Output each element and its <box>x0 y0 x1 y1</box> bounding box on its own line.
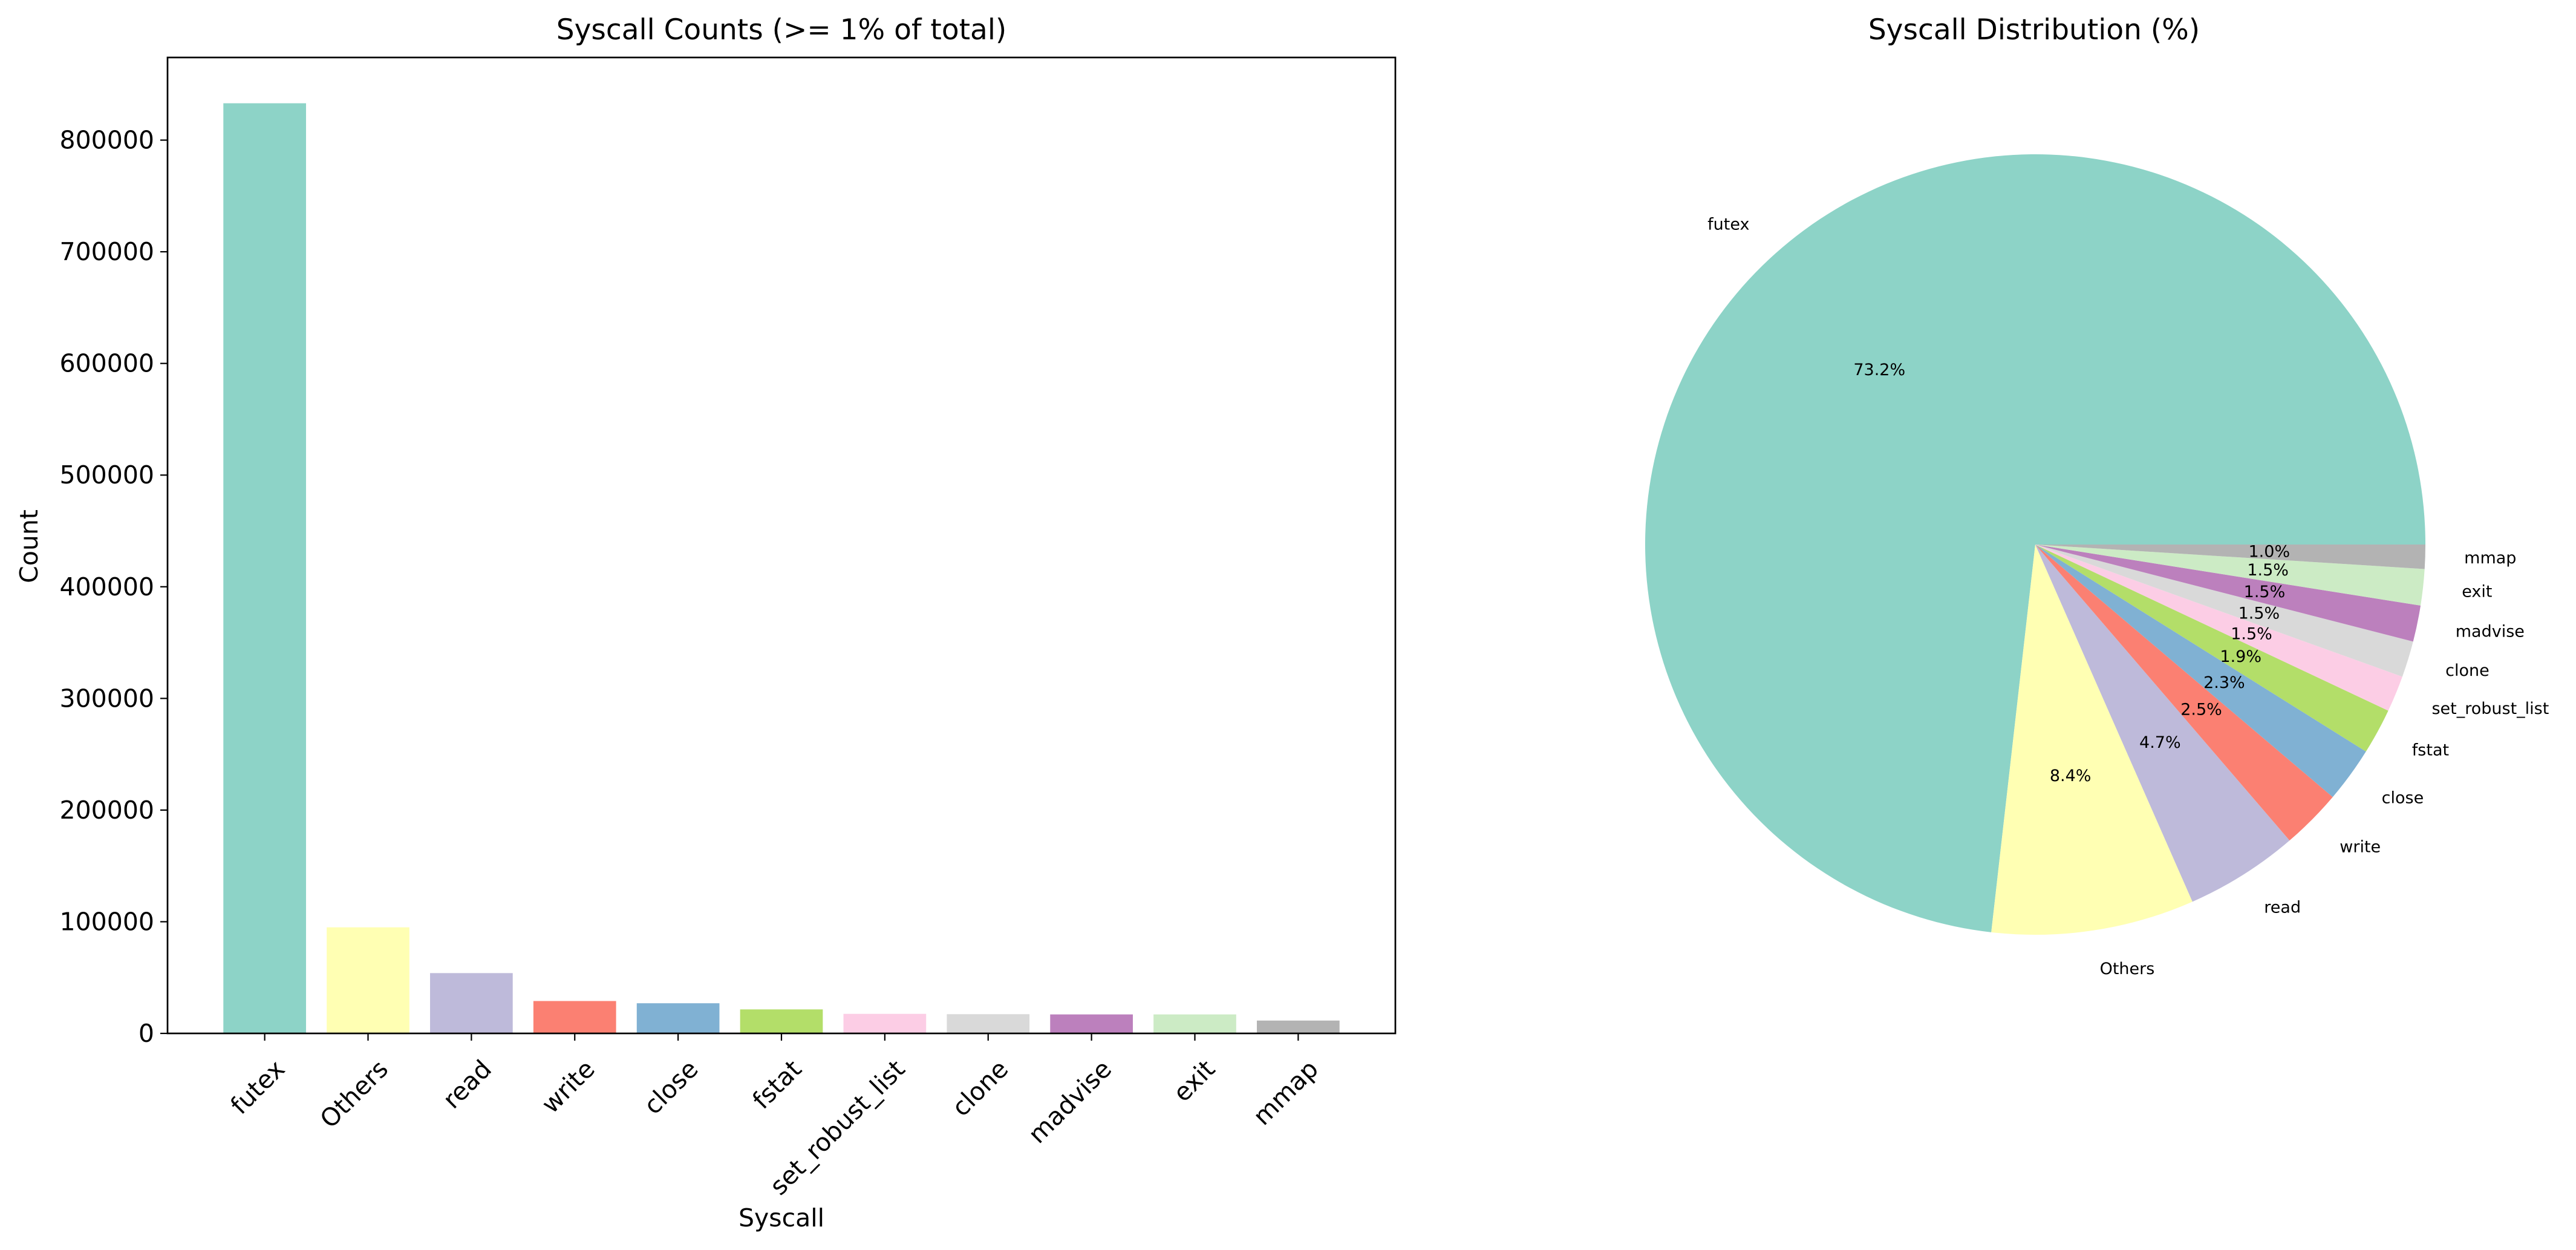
pie-slice-close <box>2035 545 2366 797</box>
pie-pct-write: 2.5% <box>2180 700 2222 719</box>
x-tick-label-fstat: fstat <box>747 1055 807 1115</box>
pie-slice-fstat <box>2035 545 2389 752</box>
bar-write <box>533 1001 616 1033</box>
x-tick-label-read: read <box>437 1055 497 1114</box>
bar-close <box>636 1003 720 1033</box>
pie-pct-exit: 1.5% <box>2247 561 2289 580</box>
x-tick-label-write: write <box>536 1055 601 1119</box>
x-tick-label-mmap: mmap <box>1247 1055 1324 1131</box>
pie-label-exit: exit <box>2462 582 2492 601</box>
bar-plot-frame <box>166 56 1397 1035</box>
bar-chart-xlabel: Syscall <box>739 1203 824 1232</box>
pie-label-write: write <box>2340 838 2381 857</box>
bar-read <box>430 973 513 1033</box>
pie-slice-futex <box>1645 154 2425 932</box>
bar-fstat <box>740 1009 823 1033</box>
pie-label-close: close <box>2382 788 2424 807</box>
bar-chart-ylabel: Count <box>15 509 44 583</box>
pie-slices <box>1645 154 2425 935</box>
bar-clone <box>947 1014 1030 1033</box>
pie-label-set_robust_list: set_robust_list <box>2431 699 2549 718</box>
pie-pct-clone: 1.5% <box>2239 604 2280 623</box>
pie-slice-write <box>2035 545 2333 841</box>
pie-pct-fstat: 1.9% <box>2220 647 2261 666</box>
y-tick-label: 200000 <box>59 796 154 825</box>
pie-label-madvise: madvise <box>2456 622 2525 641</box>
bar-futex <box>223 103 306 1034</box>
y-tick-label: 0 <box>139 1019 154 1048</box>
pie-label-fstat: fstat <box>2412 741 2449 759</box>
bar-mmap <box>1257 1020 1340 1033</box>
bar-Others <box>327 927 409 1033</box>
pie-slice-clone <box>2035 545 2413 677</box>
x-tick-label-clone: clone <box>946 1055 1014 1122</box>
pie-slice-Others <box>1991 545 2193 935</box>
bar-chart: Syscall Counts (>= 1% of total) Count Sy… <box>15 13 1397 1232</box>
y-tick-label: 300000 <box>59 684 154 713</box>
pie-label-futex: futex <box>1707 215 1749 234</box>
y-tick-label: 400000 <box>59 572 154 601</box>
pie-slice-set_robust_list <box>2035 545 2402 711</box>
x-tick-label-close: close <box>638 1055 704 1121</box>
pie-label-Others: Others <box>2100 960 2155 978</box>
y-tick-label: 800000 <box>59 126 154 155</box>
pie-pct-read: 4.7% <box>2139 733 2181 752</box>
bar-y-ticks: 0 100000 200000 300000 400000 500000 600000 700… <box>59 126 168 1048</box>
y-tick-label: 500000 <box>59 460 154 489</box>
pie-pct-Others: 8.4% <box>2050 767 2092 785</box>
bar-chart-title: Syscall Counts (>= 1% of total) <box>556 13 1006 47</box>
pie-pct-futex: 73.2% <box>1853 361 1905 379</box>
bar-marks <box>223 103 1340 1034</box>
bar-exit <box>1153 1014 1236 1033</box>
pie-pct-madvise: 1.5% <box>2244 583 2286 601</box>
y-tick-label: 100000 <box>59 907 154 936</box>
y-tick-label: 600000 <box>59 349 154 378</box>
pie-label-mmap: mmap <box>2464 549 2516 568</box>
x-tick-label-madvise: madvise <box>1023 1055 1118 1150</box>
pie-labels: futex Others read write close fstat set_robust… <box>1707 215 2549 978</box>
x-tick-label-futex: futex <box>225 1055 290 1120</box>
pie-slice-madvise <box>2035 545 2421 642</box>
pie-pct-set_robust_list: 1.5% <box>2231 625 2272 644</box>
x-tick-label-exit: exit <box>1167 1055 1221 1108</box>
pie-chart: Syscall Distribution (%) futex Others read… <box>1645 13 2549 978</box>
pie-slice-read <box>2035 545 2290 902</box>
pie-chart-title: Syscall Distribution (%) <box>1868 13 2200 47</box>
pie-slice-mmap <box>2035 545 2425 569</box>
pie-pct-mmap: 1.0% <box>2249 543 2291 561</box>
pie-slice-exit <box>2035 545 2425 606</box>
bar-x-ticks: futex Others read write close fstatset_robust… <box>225 1033 1324 1201</box>
pie-percent-labels: 73.2% 8.4% 4.7% 2.5% 2.3% 1.9% 1.5% 1.5% 1.5% 1.5… <box>1853 361 2290 785</box>
bar-madvise <box>1050 1014 1133 1033</box>
bar-set_robust_list <box>843 1013 927 1033</box>
pie-label-read: read <box>2264 898 2301 917</box>
x-tick-label-Others: Others <box>315 1055 394 1134</box>
y-tick-label: 700000 <box>59 237 154 266</box>
pie-pct-close: 2.3% <box>2203 673 2245 692</box>
pie-label-clone: clone <box>2445 661 2490 680</box>
